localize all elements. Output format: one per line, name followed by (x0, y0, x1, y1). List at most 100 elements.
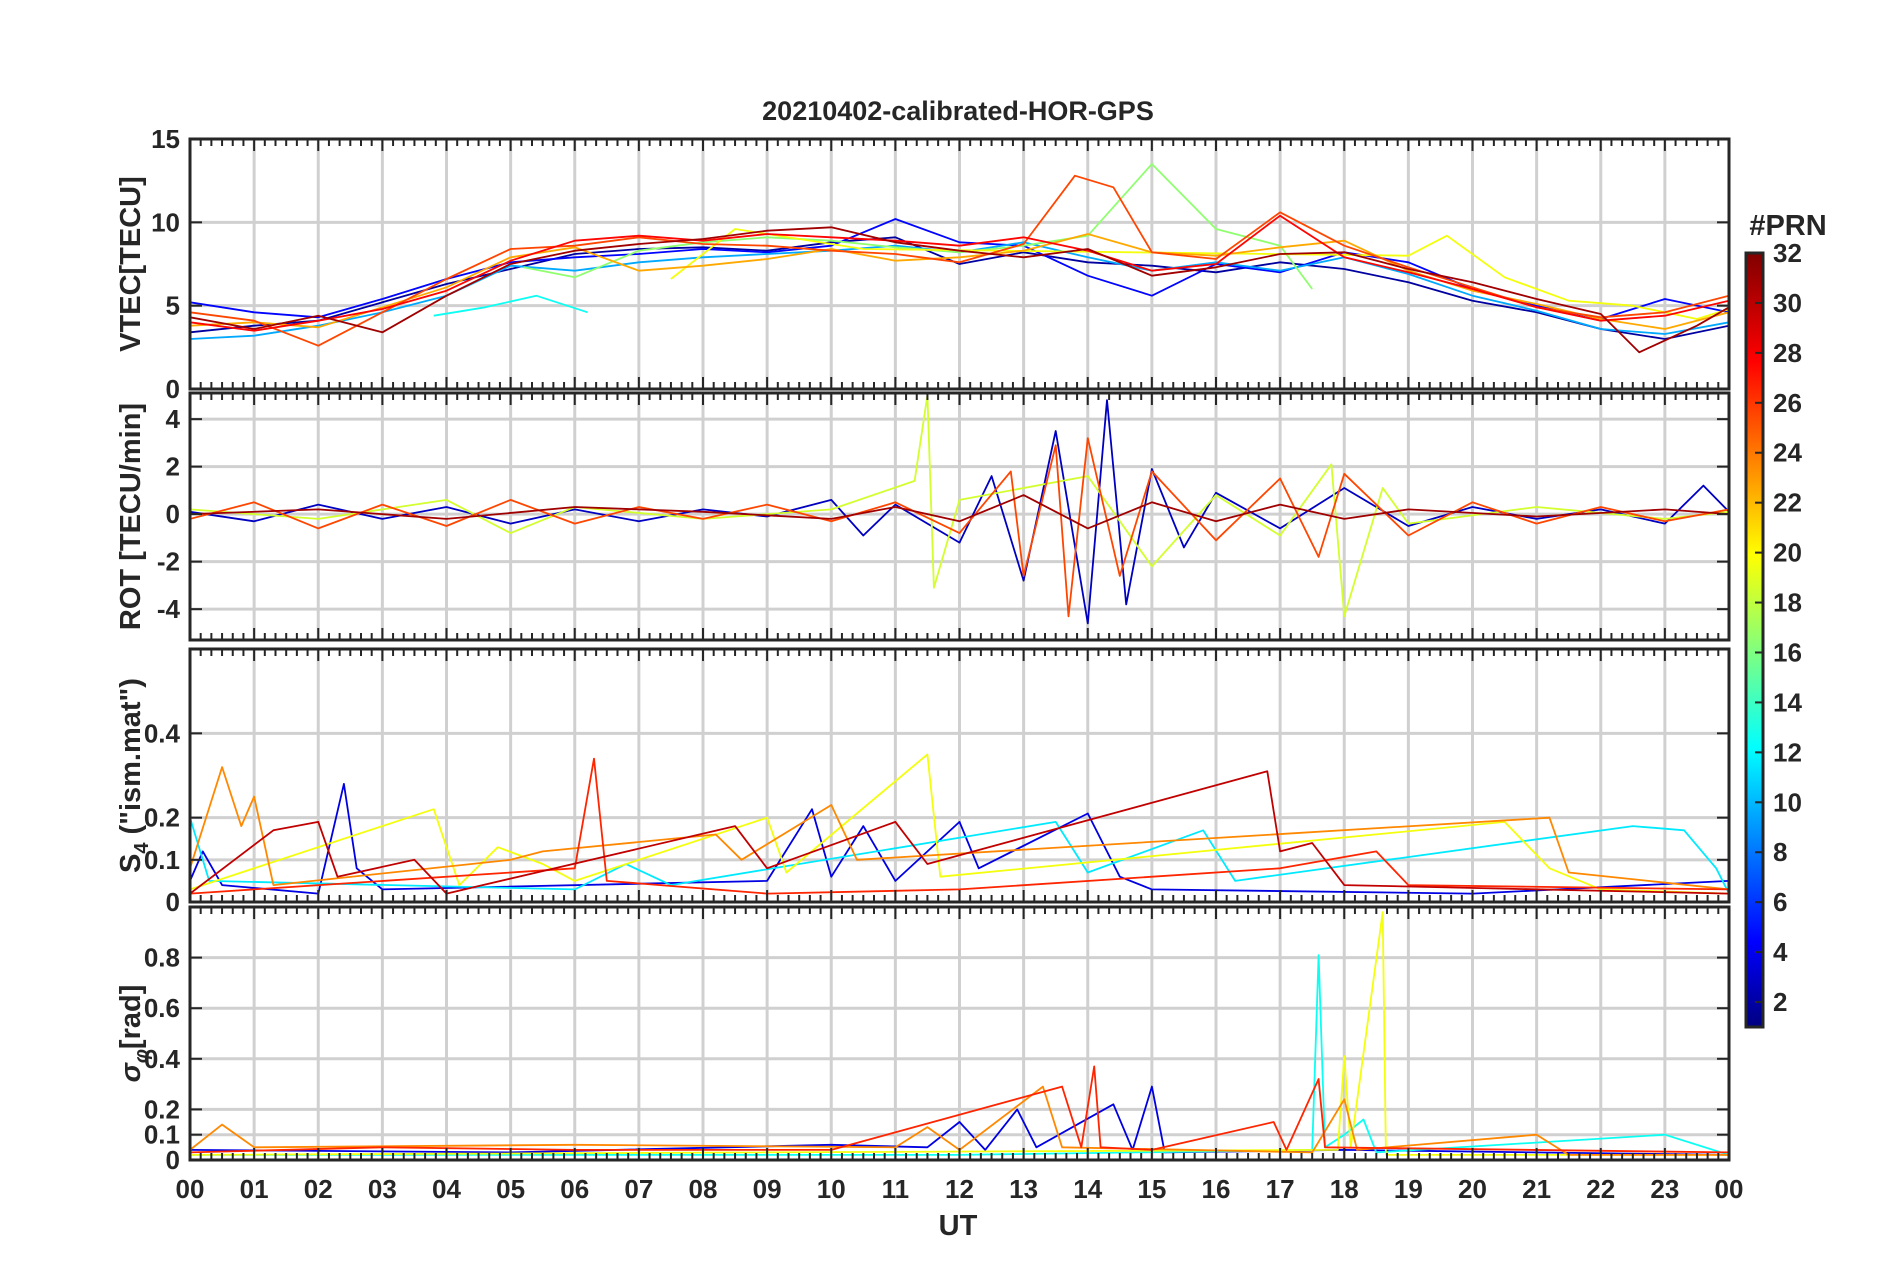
colorbar-tick-label: 4 (1773, 937, 1788, 967)
series-prn-27 (190, 757, 1729, 895)
y-axis-title-main: S (115, 854, 147, 873)
series-prn-30 (190, 770, 1729, 895)
y-tick-label: 5 (166, 291, 180, 321)
x-tick-label: 20 (1458, 1174, 1487, 1204)
colorbar-tick-label: 16 (1773, 637, 1802, 667)
series-prn-31 (190, 226, 1729, 354)
colorbar-tick-label: 8 (1773, 837, 1787, 867)
panel-sigma_phi: 00.10.2 0.4 0.6 0.8 σφ[rad] (115, 905, 1731, 1175)
y-tick-labels: 0 5 10 15 (151, 124, 1729, 404)
y-tick-label: 0 (166, 887, 180, 917)
y-tick-label: 0.8 (144, 943, 180, 973)
series-group (190, 911, 1729, 1156)
series-prn-23 (190, 233, 1729, 330)
x-tick-label: 17 (1266, 1174, 1295, 1204)
y-axis-title: σφ[rad] (115, 985, 153, 1083)
x-tick-label: 13 (1009, 1174, 1038, 1204)
x-tick-label: 14 (1073, 1174, 1102, 1204)
x-tick-label: 15 (1137, 1174, 1166, 1204)
x-tick-label: 08 (689, 1174, 718, 1204)
x-axis: 00 01 02 03 04 05 06 07 08 09 10 11 12 13 14 15 16 17 18 19… (176, 1174, 1744, 1242)
colorbar-tick-label: 2 (1773, 987, 1787, 1017)
x-tick-label: 05 (496, 1174, 525, 1204)
x-tick-label: 00 (176, 1174, 205, 1204)
y-tick-label: 0.2 (144, 803, 180, 833)
x-tick-label: 01 (240, 1174, 269, 1204)
y-tick-label: 0 (166, 1145, 180, 1175)
colorbar-tick-label: 22 (1773, 488, 1802, 518)
y-axis-title-rest: [rad] (115, 985, 147, 1049)
series-prn-2 (190, 236, 1729, 340)
colorbar: #PRN 32 30 28 26 24 22 20 18 16 14 12 10 8 6 4 2 (1744, 210, 1827, 1029)
series-prn-12 (190, 817, 1729, 895)
series-group (190, 163, 1729, 354)
grid-lines (190, 393, 1729, 640)
y-tick-label: 0.6 (144, 993, 180, 1023)
y-tick-labels: -4 -2 0 2 4 (157, 404, 1729, 624)
series-prn-3 (190, 399, 1729, 625)
colorbar-tick-label: 24 (1773, 438, 1802, 468)
y-axis-title-sub: 4 (131, 842, 153, 854)
x-tick-label: 03 (368, 1174, 397, 1204)
chart-title: 20210402-calibrated-HOR-GPS (762, 96, 1154, 126)
series-prn-13 (433, 294, 588, 317)
colorbar-tick-label: 18 (1773, 588, 1802, 618)
y-tick-label: 0 (166, 499, 180, 529)
series-prn-27 (190, 1065, 1729, 1154)
x-tick-label: 22 (1586, 1174, 1615, 1204)
y-tick-labels: 00.10.2 0.4 0.6 0.8 (144, 943, 1729, 1175)
colorbar-tick-label: 26 (1773, 388, 1802, 418)
colorbar-tick-label: 28 (1773, 338, 1802, 368)
y-tick-label: -2 (157, 547, 180, 577)
y-tick-label: 0.1 (144, 1120, 180, 1150)
x-tick-label: 07 (624, 1174, 653, 1204)
y-tick-label: 0 (166, 374, 180, 404)
series-prn-24 (190, 1085, 1729, 1156)
colorbar-tick-labels: 32 30 28 26 24 22 20 18 16 14 12 10 8 6 4 2 (1755, 238, 1802, 1017)
y-axis-title: VTEC[TECU] (115, 176, 147, 352)
y-tick-label: 0.1 (144, 845, 180, 875)
series-prn-13 (190, 954, 1729, 1156)
x-ticks (189, 649, 1730, 902)
y-tick-label: 0.4 (144, 1044, 181, 1074)
y-tick-label: 0.4 (144, 718, 181, 748)
y-tick-label: 4 (166, 404, 181, 434)
x-tick-label: 06 (560, 1174, 589, 1204)
series-prn-26 (190, 437, 1729, 618)
x-tick-label: 02 (304, 1174, 333, 1204)
series-prn-31 (190, 494, 1729, 530)
x-tick-label: 21 (1522, 1174, 1551, 1204)
colorbar-tick-label: 6 (1773, 887, 1787, 917)
colorbar-tick-label: 10 (1773, 787, 1802, 817)
colorbar-tick-label: 12 (1773, 737, 1802, 767)
x-tick-label: 11 (882, 1174, 910, 1204)
grid-lines (190, 649, 1729, 904)
series-prn-20 (670, 228, 1729, 320)
y-tick-label: 10 (151, 207, 180, 237)
series-prn-28 (190, 214, 1729, 332)
colorbar-title: #PRN (1749, 210, 1826, 242)
y-tick-label: 0.2 (144, 1094, 180, 1124)
x-ticks (189, 907, 1730, 1160)
x-tick-label: 18 (1330, 1174, 1359, 1204)
x-tick-labels: 00 01 02 03 04 05 06 07 08 09 10 11 12 13 14 15 16 17 18 19… (176, 1174, 1744, 1204)
colorbar-tick-label: 20 (1773, 538, 1802, 568)
y-axis-title-main: σ (115, 1061, 147, 1082)
x-tick-label: 19 (1394, 1174, 1423, 1204)
y-tick-label: 2 (166, 452, 180, 482)
panel-rot: -4 -2 0 2 4 ROT [TECU/min] (115, 391, 1731, 642)
x-axis-title: UT (939, 1210, 978, 1242)
x-tick-label: 09 (753, 1174, 782, 1204)
x-tick-label: 04 (432, 1174, 461, 1204)
x-tick-label: 16 (1202, 1174, 1231, 1204)
y-axis-title: ROT [TECU/min] (115, 403, 147, 630)
x-tick-label: 00 (1715, 1174, 1744, 1204)
colorbar-bar (1744, 251, 1765, 1029)
panel-s4: 00.10.20.4S4 ("ism.mat") (115, 647, 1731, 917)
series-group (190, 394, 1729, 625)
series-prn-19 (190, 394, 1729, 618)
colorbar-tick-label: 32 (1773, 238, 1802, 268)
